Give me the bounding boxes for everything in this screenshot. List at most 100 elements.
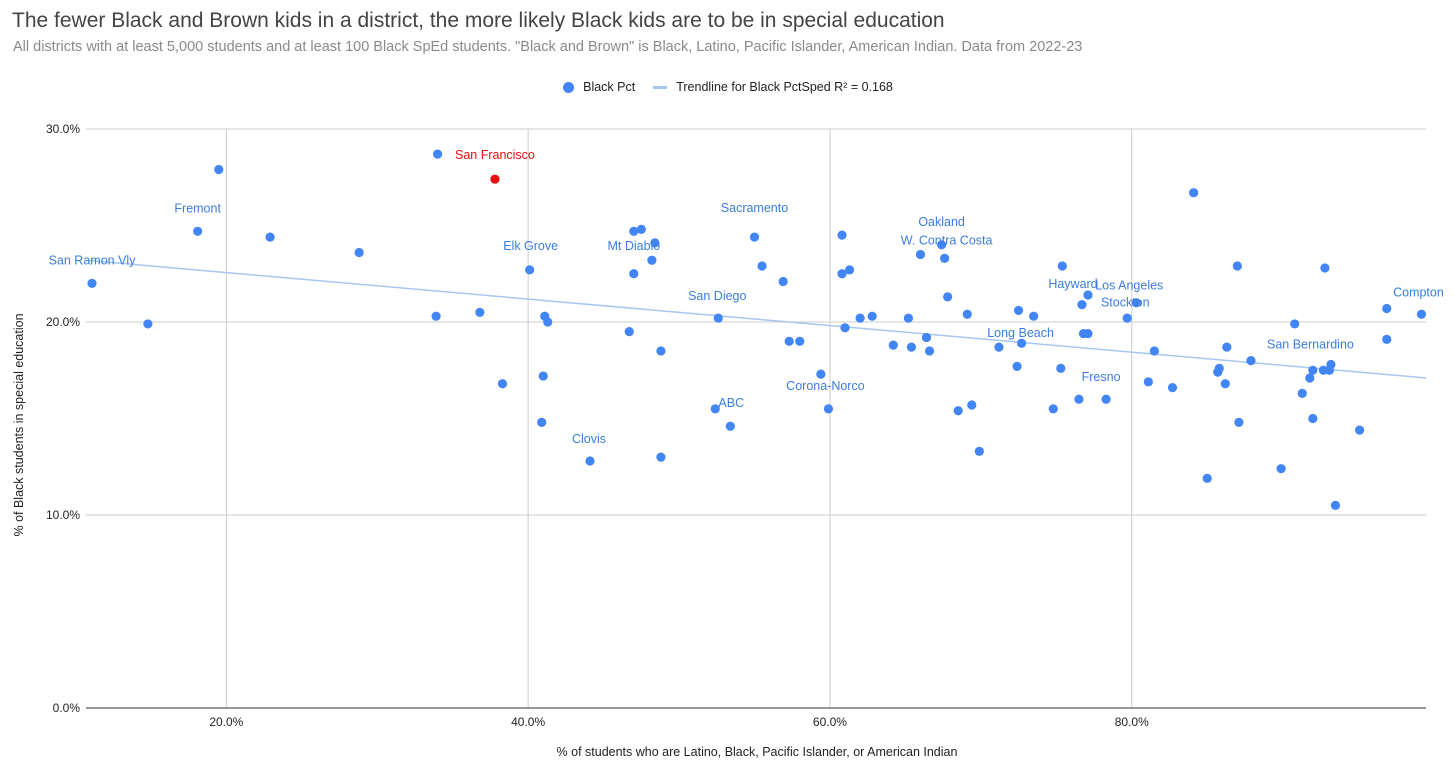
data-point[interactable] <box>656 452 666 462</box>
data-point[interactable] <box>497 379 508 389</box>
data-point[interactable] <box>656 346 666 356</box>
data-point[interactable] <box>921 332 932 343</box>
data-point[interactable] <box>1149 346 1159 356</box>
data-point[interactable] <box>1016 338 1027 348</box>
legend-item-trendline[interactable]: Trendline for Black PctSped R² = 0.168 <box>653 80 893 94</box>
data-point[interactable] <box>757 261 767 271</box>
data-point[interactable] <box>855 313 865 323</box>
data-point[interactable] <box>795 336 805 346</box>
legend-item-series[interactable]: Black Pct <box>563 80 635 94</box>
data-point[interactable] <box>1416 309 1427 319</box>
data-point[interactable] <box>636 224 646 234</box>
data-point[interactable] <box>1382 303 1392 314</box>
data-point[interactable] <box>650 238 660 248</box>
data-point[interactable] <box>87 278 97 288</box>
data-point[interactable] <box>525 265 535 275</box>
legend: Black Pct Trendline for Black PctSped R²… <box>0 80 1456 94</box>
data-point[interactable] <box>1308 413 1318 424</box>
data-point[interactable] <box>1220 379 1230 389</box>
data-point[interactable] <box>1143 377 1153 387</box>
data-point[interactable] <box>1320 263 1330 273</box>
data-point[interactable] <box>1012 361 1022 371</box>
data-point[interactable] <box>837 269 847 279</box>
data-point[interactable] <box>710 404 720 414</box>
data-point[interactable] <box>585 456 595 466</box>
data-point[interactable] <box>943 292 953 302</box>
data-point[interactable] <box>1355 425 1365 435</box>
point-label: Hayward <box>1048 277 1097 291</box>
data-point[interactable] <box>974 446 984 456</box>
data-point[interactable] <box>1290 319 1300 329</box>
data-point[interactable] <box>1131 298 1141 308</box>
data-point[interactable] <box>1083 328 1093 339</box>
data-point[interactable] <box>1246 356 1256 366</box>
data-point[interactable] <box>432 149 443 159</box>
data-point[interactable] <box>647 255 657 265</box>
data-point[interactable] <box>1326 359 1336 370</box>
data-point[interactable] <box>837 230 847 240</box>
data-point[interactable] <box>1083 290 1093 300</box>
data-point[interactable] <box>1305 373 1315 383</box>
data-point[interactable] <box>431 311 441 321</box>
point-label: Clovis <box>572 432 606 446</box>
data-point[interactable] <box>784 336 794 346</box>
data-point[interactable] <box>903 313 914 323</box>
data-point[interactable] <box>1101 394 1111 404</box>
data-point[interactable] <box>1382 334 1392 344</box>
data-point[interactable] <box>1013 305 1024 316</box>
data-point[interactable] <box>354 247 364 258</box>
data-point[interactable] <box>1048 404 1058 414</box>
data-point[interactable] <box>1222 342 1232 352</box>
data-point[interactable] <box>143 319 153 329</box>
data-point[interactable] <box>994 342 1004 352</box>
data-point[interactable] <box>538 371 548 381</box>
data-point[interactable] <box>1330 500 1341 510</box>
point-label: Los Angeles <box>1095 279 1163 293</box>
data-point[interactable] <box>1074 394 1084 404</box>
data-point[interactable] <box>962 309 972 319</box>
data-point[interactable] <box>867 311 877 321</box>
data-point[interactable] <box>749 232 760 242</box>
data-point[interactable] <box>844 265 855 275</box>
data-point[interactable] <box>629 269 639 279</box>
data-point[interactable] <box>823 404 834 414</box>
data-point[interactable] <box>1202 473 1212 483</box>
data-point[interactable] <box>1167 383 1178 393</box>
data-point[interactable] <box>543 317 553 327</box>
data-point[interactable] <box>725 421 735 431</box>
point-label: Elk Grove <box>503 239 558 253</box>
data-point[interactable] <box>1057 261 1067 271</box>
data-point[interactable] <box>1056 363 1066 373</box>
data-point[interactable] <box>193 226 203 236</box>
data-point[interactable] <box>906 342 917 352</box>
data-point[interactable] <box>1189 188 1199 198</box>
data-point[interactable] <box>1122 313 1132 323</box>
data-point[interactable] <box>1077 300 1087 310</box>
data-point[interactable] <box>937 240 947 250</box>
data-point[interactable] <box>1214 363 1224 373</box>
data-point[interactable] <box>1276 464 1286 474</box>
data-point[interactable] <box>840 323 850 333</box>
data-point[interactable] <box>953 406 963 416</box>
data-point[interactable] <box>265 232 275 242</box>
data-point[interactable] <box>778 276 788 287</box>
data-point[interactable] <box>1234 417 1244 427</box>
data-point[interactable] <box>214 164 224 175</box>
data-point[interactable] <box>1029 311 1039 321</box>
data-point[interactable] <box>624 327 634 337</box>
data-point[interactable] <box>816 369 826 379</box>
data-point[interactable] <box>1308 365 1318 375</box>
data-point[interactable] <box>940 253 950 263</box>
data-point[interactable] <box>888 340 898 350</box>
data-point[interactable] <box>924 346 935 356</box>
data-point[interactable] <box>475 307 485 317</box>
data-point[interactable] <box>967 400 977 410</box>
data-point[interactable] <box>1232 261 1242 271</box>
data-point[interactable] <box>629 226 639 236</box>
data-point[interactable] <box>713 313 723 323</box>
data-point[interactable] <box>537 417 547 427</box>
data-point[interactable] <box>1297 388 1307 399</box>
highlight-point[interactable] <box>490 174 500 184</box>
data-point[interactable] <box>915 249 926 260</box>
y-tick-label: 30.0% <box>46 122 80 136</box>
